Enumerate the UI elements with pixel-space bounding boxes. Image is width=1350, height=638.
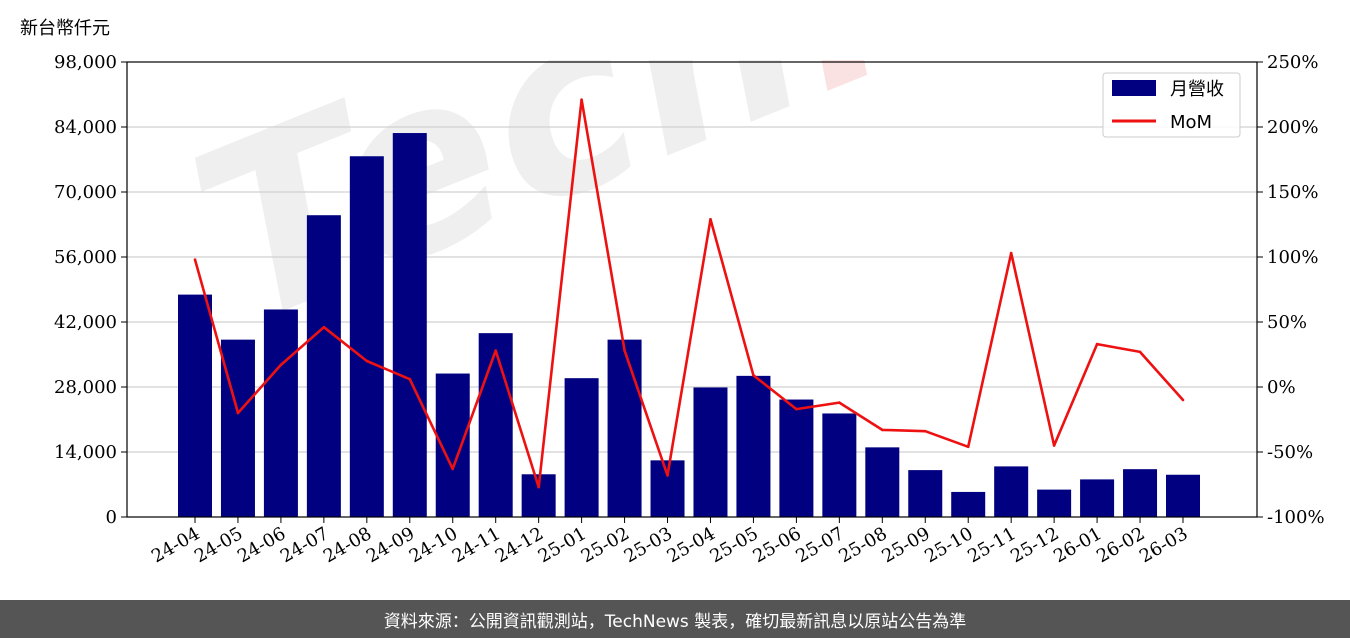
revenue-bar [1037,489,1072,517]
legend: 月營收 MoM [1102,72,1241,138]
mom-point [580,98,583,101]
mom-point [1181,398,1185,402]
revenue-bar [306,215,341,517]
revenue-bar [607,339,642,517]
mom-point [923,429,927,433]
mom-point [1138,350,1142,354]
x-tick-label: 25-07 [792,523,847,567]
x-tick-label: 24-09 [363,523,418,567]
x-tick-label: 25-11 [964,523,1019,567]
mom-point [322,325,326,329]
revenue-chart: 0 14,000 28,000 42,000 56,000 70,000 84,000 98,… [54,52,1325,567]
mom-point [537,485,540,489]
x-tick-label: 26-02 [1093,523,1148,567]
x-tick-label: 25-05 [706,523,761,567]
right-tick-label: 250% [1267,52,1318,73]
revenue-bar [779,399,814,517]
x-tick-label: 25-10 [921,523,976,567]
mom-point [623,349,626,352]
x-tick-label: 25-09 [878,523,933,567]
left-tick-label: 42,000 [54,312,117,333]
mom-point [1095,342,1099,346]
x-tick-label: 25-08 [835,523,890,567]
x-tick-label: 25-06 [749,523,804,567]
x-tick-label: 24-04 [148,523,203,567]
mom-point [838,401,841,404]
x-tick-label: 24-05 [191,523,246,567]
mom-point [1009,251,1013,255]
mom-point [795,407,798,411]
legend-bar-swatch [1112,80,1156,96]
x-tick-label: 24-07 [277,523,332,567]
mom-line-layer [193,98,1185,489]
revenue-bar [994,466,1029,517]
mom-point [408,377,412,381]
x-tick-label: 24-06 [234,523,289,567]
mom-point [193,258,197,261]
left-tick-label: 84,000 [54,117,117,138]
right-tick-label: 150% [1267,182,1318,203]
left-tick-label: 56,000 [54,247,117,268]
revenue-bar [865,447,900,517]
right-tick-label: 200% [1267,117,1318,138]
left-tick-label: 28,000 [54,377,117,398]
x-tick-label: 25-12 [1007,523,1062,567]
revenue-bars [178,133,1200,518]
revenue-bar [263,309,298,517]
x-tick-label: 25-02 [578,523,633,567]
x-tick-label: 25-03 [621,523,676,567]
revenue-bar [1166,474,1200,517]
legend-label-revenue: 月營收 [1170,79,1224,100]
revenue-bar [693,387,728,517]
revenue-bar [1123,469,1158,517]
revenue-bar [478,333,513,517]
right-tick-label: 100% [1267,247,1318,268]
left-tick-label: 70,000 [54,182,117,203]
revenue-bar [736,375,771,517]
legend-label-mom: MoM [1170,112,1212,133]
right-tick-label: -50% [1267,442,1313,463]
revenue-bar [1080,479,1115,517]
x-tick-label: 24-08 [320,523,375,567]
left-tick-label: 98,000 [54,52,117,73]
mom-point [494,349,497,352]
revenue-bar [349,156,384,517]
mom-point [365,359,369,363]
revenue-bar [951,491,986,517]
y-axis-unit-label: 新台幣仟元 [20,18,110,39]
x-tick-label: 24-12 [492,523,547,567]
x-axis: 24-0424-0524-0624-0724-0824-0924-1024-11… [148,517,1192,567]
mom-point [666,474,669,477]
mom-point [1052,444,1056,447]
revenue-bar [564,378,599,517]
mom-line [193,98,1184,489]
revenue-bar [822,413,857,517]
x-tick-label: 25-01 [535,523,590,567]
mom-point [236,411,240,415]
mom-point [966,445,970,449]
mom-point [752,374,755,377]
revenue-bar [178,294,212,517]
mom-point [279,363,283,367]
right-tick-label: 50% [1267,312,1307,333]
x-tick-label: 24-11 [449,523,504,567]
right-tick-label: 0% [1267,377,1296,398]
x-tick-label: 24-10 [406,523,461,567]
left-tick-label: 14,000 [54,442,117,463]
mom-point [451,467,455,471]
x-tick-label: 26-01 [1050,523,1105,567]
plot-frame [126,61,1258,518]
right-y-axis: -100% -50% 0% 50% 100% 150% 200% 250% [1257,52,1325,528]
source-footer: 資料來源：公開資訊觀測站，TechNews 製表，確切最新訊息以原站公告為準 [0,600,1350,638]
left-y-axis: 0 14,000 28,000 42,000 56,000 70,000 84,000 98,… [54,52,127,528]
x-tick-label: 25-04 [664,523,719,567]
x-tick-label: 26-03 [1136,523,1191,567]
mom-point [709,218,712,221]
mom-point [881,428,884,432]
left-tick-label: 0 [106,507,117,528]
right-tick-label: -100% [1267,507,1325,528]
revenue-bar [908,470,943,517]
revenue-bar [392,133,427,518]
